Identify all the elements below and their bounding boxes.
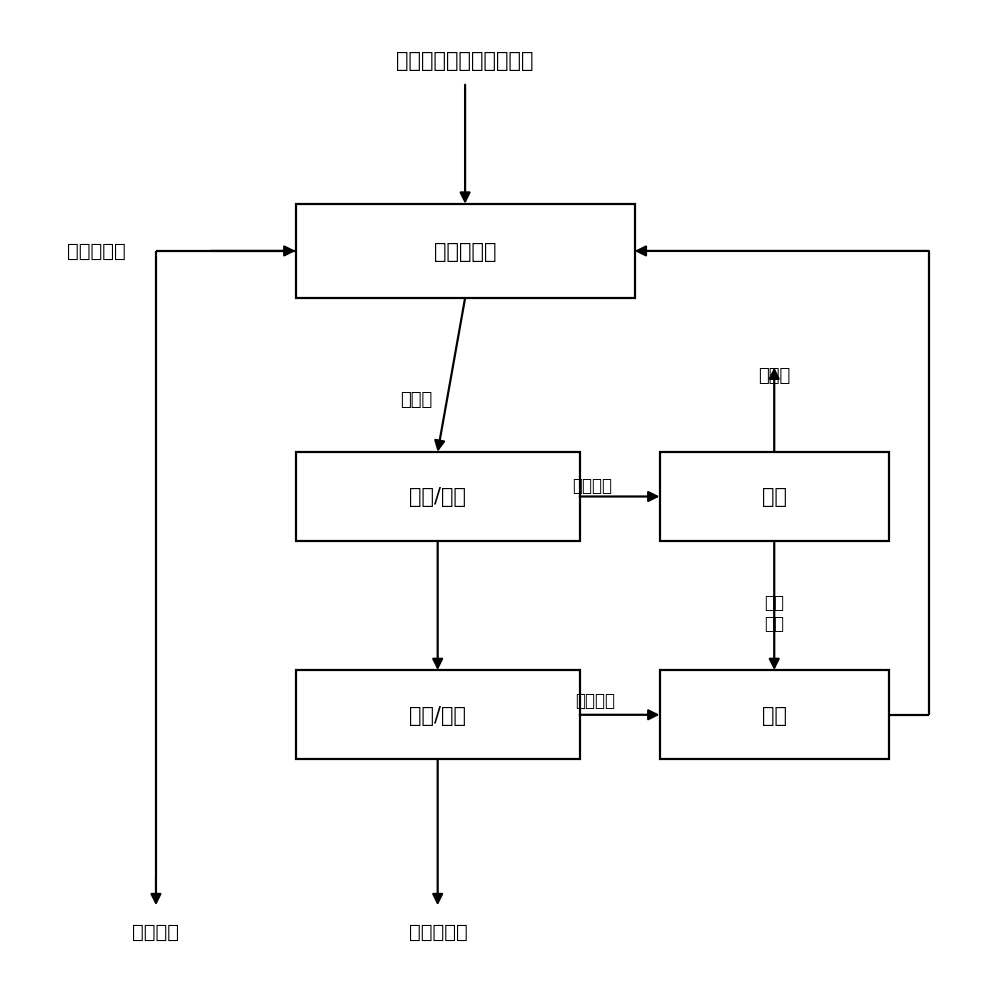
Text: 选择性提锂: 选择性提锂 bbox=[434, 242, 496, 261]
Text: 冷凝: 冷凝 bbox=[762, 487, 787, 507]
FancyBboxPatch shape bbox=[296, 205, 635, 299]
Text: 冷凝水: 冷凝水 bbox=[758, 367, 790, 385]
Text: 弱碱性介质: 弱碱性介质 bbox=[67, 242, 126, 260]
Text: 蒸发/沉淀: 蒸发/沉淀 bbox=[409, 487, 466, 507]
Text: 挥发组分: 挥发组分 bbox=[572, 476, 612, 494]
Text: 碳酸锂产品: 碳酸锂产品 bbox=[409, 921, 468, 940]
Text: 提锂液: 提锂液 bbox=[400, 391, 433, 409]
FancyBboxPatch shape bbox=[660, 452, 889, 542]
Text: 沉淀母液: 沉淀母液 bbox=[575, 691, 615, 709]
Text: 分离/干燥: 分离/干燥 bbox=[409, 705, 466, 725]
Text: 废旧锂离子电池正极材料: 废旧锂离子电池正极材料 bbox=[396, 51, 534, 71]
Text: 吸收: 吸收 bbox=[762, 705, 787, 725]
FancyBboxPatch shape bbox=[296, 452, 580, 542]
FancyBboxPatch shape bbox=[660, 671, 889, 759]
Text: 不凝
组分: 不凝 组分 bbox=[764, 593, 784, 632]
Text: 提锂残渣: 提锂残渣 bbox=[132, 921, 179, 940]
FancyBboxPatch shape bbox=[296, 671, 580, 759]
